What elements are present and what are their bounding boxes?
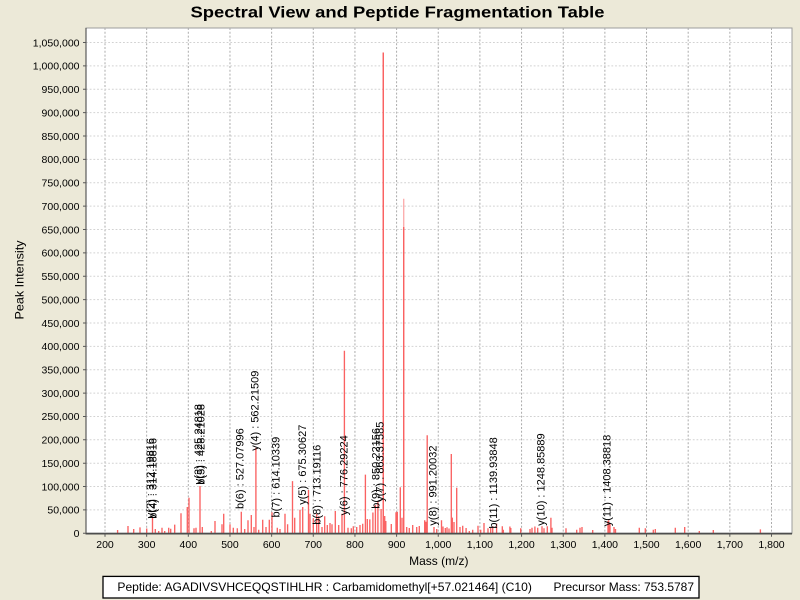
svg-text:y(3) : 425.24818: y(3) : 425.24818 bbox=[193, 404, 205, 484]
svg-text:b(8) : 713.19116: b(8) : 713.19116 bbox=[312, 445, 324, 525]
svg-text:850,000: 850,000 bbox=[42, 131, 80, 143]
svg-text:1,700: 1,700 bbox=[717, 539, 743, 551]
svg-text:Peptide: AGADIVSVHCEQQSTIHLHR: Peptide: AGADIVSVHCEQQSTIHLHR : Carbamid… bbox=[117, 580, 532, 594]
svg-text:300,000: 300,000 bbox=[42, 388, 80, 400]
svg-text:y(11) : 1408.38818: y(11) : 1408.38818 bbox=[601, 435, 613, 527]
svg-text:1,200: 1,200 bbox=[508, 539, 534, 551]
svg-text:500,000: 500,000 bbox=[42, 294, 80, 306]
svg-text:100,000: 100,000 bbox=[42, 481, 80, 493]
svg-text:1,500: 1,500 bbox=[633, 539, 659, 551]
svg-text:0: 0 bbox=[74, 528, 80, 540]
svg-text:700,000: 700,000 bbox=[42, 201, 80, 213]
svg-text:Mass (m/z): Mass (m/z) bbox=[409, 554, 468, 568]
svg-text:750,000: 750,000 bbox=[42, 178, 80, 190]
svg-text:400,000: 400,000 bbox=[42, 341, 80, 353]
svg-text:800,000: 800,000 bbox=[42, 154, 80, 166]
svg-text:500: 500 bbox=[221, 539, 239, 551]
svg-text:400: 400 bbox=[180, 539, 198, 551]
svg-text:450,000: 450,000 bbox=[42, 318, 80, 330]
svg-text:Precursor Mass: 753.5787: Precursor Mass: 753.5787 bbox=[554, 580, 695, 594]
svg-text:1,100: 1,100 bbox=[467, 539, 493, 551]
svg-text:200,000: 200,000 bbox=[42, 435, 80, 447]
svg-text:b(5) : 428.21028: b(5) : 428.21028 bbox=[195, 404, 207, 485]
svg-text:950,000: 950,000 bbox=[42, 84, 80, 96]
svg-text:y(7) : 863.37585: y(7) : 863.37585 bbox=[375, 422, 387, 502]
svg-text:250,000: 250,000 bbox=[42, 411, 80, 423]
svg-text:y(8) : 991.20032: y(8) : 991.20032 bbox=[427, 445, 439, 525]
svg-text:1,800: 1,800 bbox=[758, 539, 784, 551]
svg-text:y(5) : 675.30627: y(5) : 675.30627 bbox=[297, 425, 309, 505]
svg-text:y(4) : 562.21509: y(4) : 562.21509 bbox=[250, 371, 262, 451]
svg-text:y(2) : 312.19816: y(2) : 312.19816 bbox=[145, 438, 157, 518]
svg-text:600: 600 bbox=[263, 539, 281, 551]
svg-text:50,000: 50,000 bbox=[47, 505, 79, 517]
svg-text:800: 800 bbox=[346, 539, 364, 551]
svg-text:350,000: 350,000 bbox=[42, 365, 80, 377]
svg-text:1,050,000: 1,050,000 bbox=[33, 37, 80, 49]
svg-text:1,000: 1,000 bbox=[425, 539, 451, 551]
svg-text:Spectral View and Peptide Frag: Spectral View and Peptide Fragmentation … bbox=[191, 4, 605, 21]
svg-text:b(4) : 314.18816: b(4) : 314.18816 bbox=[148, 438, 160, 519]
svg-text:650,000: 650,000 bbox=[42, 224, 80, 236]
svg-text:600,000: 600,000 bbox=[42, 248, 80, 260]
svg-text:1,400: 1,400 bbox=[592, 539, 618, 551]
svg-text:150,000: 150,000 bbox=[42, 458, 80, 470]
svg-text:900: 900 bbox=[388, 539, 406, 551]
svg-text:b(6) : 527.07996: b(6) : 527.07996 bbox=[235, 428, 247, 509]
svg-text:1,300: 1,300 bbox=[550, 539, 576, 551]
svg-text:200: 200 bbox=[96, 539, 114, 551]
svg-text:1,600: 1,600 bbox=[675, 539, 701, 551]
svg-text:b(7) : 614.10339: b(7) : 614.10339 bbox=[270, 437, 282, 518]
svg-text:900,000: 900,000 bbox=[42, 107, 80, 119]
svg-text:700: 700 bbox=[305, 539, 323, 551]
svg-text:550,000: 550,000 bbox=[42, 271, 80, 283]
svg-text:1,000,000: 1,000,000 bbox=[33, 61, 80, 73]
svg-text:300: 300 bbox=[138, 539, 156, 551]
svg-text:Peak Intensity: Peak Intensity bbox=[12, 241, 26, 320]
svg-text:b(11) : 1139.93848: b(11) : 1139.93848 bbox=[488, 437, 500, 528]
svg-text:y(10) : 1248.85889: y(10) : 1248.85889 bbox=[536, 433, 548, 525]
svg-text:y(6) : 776.29224: y(6) : 776.29224 bbox=[338, 435, 350, 515]
svg-text:b(9) : 850.22156: b(9) : 850.22156 bbox=[371, 428, 383, 509]
